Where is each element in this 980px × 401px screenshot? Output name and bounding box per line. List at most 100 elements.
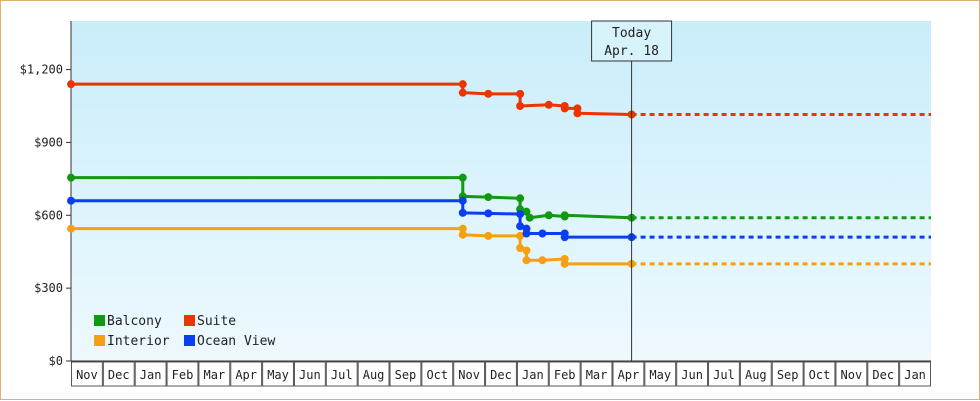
month-box: [676, 361, 709, 387]
y-tick-label: $300: [34, 281, 63, 295]
month-box: [899, 361, 931, 387]
month-box: [835, 361, 868, 387]
legend-swatch: [94, 315, 105, 326]
month-box: [708, 361, 740, 387]
x-tick-label: Dec: [108, 368, 130, 382]
legend-swatch: [184, 335, 195, 346]
data-point: [516, 210, 525, 219]
y-tick-label: $1,200: [20, 63, 63, 77]
x-tick-label: Jul: [713, 368, 735, 382]
today-label-box: [591, 20, 673, 62]
month-box: [612, 361, 645, 387]
month-box: [739, 361, 772, 387]
month-box: [102, 361, 135, 387]
month-box: [421, 361, 454, 387]
series-ocean-view: [67, 196, 931, 242]
x-tick-label: Jun: [681, 368, 703, 382]
data-point: [522, 246, 531, 255]
legend-label: Suite: [197, 314, 236, 329]
plot-area: [71, 21, 931, 361]
legend: Balcony Suite Interior Ocean View: [94, 314, 275, 349]
data-point: [516, 102, 525, 110]
month-box: [262, 361, 294, 387]
x-tick-label: May: [267, 368, 289, 382]
data-point: [484, 89, 493, 98]
data-point: [458, 224, 467, 233]
data-point: [458, 88, 467, 97]
data-point: [544, 100, 553, 109]
legend-label: Balcony: [107, 314, 162, 329]
x-tick-label: Jul: [331, 368, 353, 382]
legend-label: Interior: [107, 334, 170, 349]
x-tick-label: Mar: [586, 368, 608, 382]
data-point: [538, 229, 547, 238]
month-box: [166, 361, 199, 387]
data-point: [522, 256, 531, 265]
month-box: [771, 361, 804, 387]
data-point: [458, 196, 467, 205]
data-point: [538, 256, 547, 265]
x-tick-label: May: [649, 368, 671, 382]
data-point: [484, 193, 493, 202]
x-tick-label: Apr: [235, 368, 257, 382]
series-suite: [67, 80, 931, 119]
data-point: [458, 173, 467, 182]
today-label: Today: [612, 26, 651, 41]
month-box: [71, 361, 103, 387]
today-marker: Today Apr. 18: [591, 20, 673, 361]
x-tick-label: Jun: [299, 368, 321, 382]
month-box: [230, 361, 263, 387]
month-box: [389, 361, 422, 387]
data-point: [516, 222, 525, 231]
data-point: [67, 196, 75, 205]
data-point: [560, 233, 569, 242]
x-tick-label: Aug: [363, 368, 385, 382]
x-tick-label: Dec: [872, 368, 894, 382]
legend-swatch: [184, 315, 195, 326]
x-tick-label: Nov: [841, 368, 863, 382]
legend-swatch: [94, 335, 105, 346]
data-point: [484, 231, 493, 240]
x-tick-label: Apr: [618, 368, 640, 382]
series-balcony: [67, 173, 931, 222]
month-box: [580, 361, 613, 387]
axes: $0 $300 $600 $900 $1,200 Nov Dec Jan Feb Mar Apr Ma…: [20, 21, 931, 387]
month-box: [516, 361, 549, 387]
data-point: [560, 259, 569, 268]
month-box: [325, 361, 358, 387]
today-date-label: Apr. 18: [604, 44, 659, 59]
month-box: [485, 361, 517, 387]
x-tick-label: Dec: [490, 368, 512, 382]
x-tick-label: Feb: [172, 368, 194, 382]
month-box: [548, 361, 581, 387]
data-point: [573, 109, 582, 118]
data-point: [525, 213, 534, 222]
data-point: [516, 244, 525, 253]
x-tick-label: Aug: [745, 368, 767, 382]
data-point: [67, 173, 75, 182]
month-box: [198, 361, 231, 387]
data-point: [67, 224, 75, 233]
data-point: [516, 194, 525, 203]
x-tick-label: Jan: [522, 368, 544, 382]
data-point: [67, 80, 75, 89]
data-point: [522, 207, 531, 216]
data-point: [560, 211, 569, 220]
data-point: [516, 231, 525, 240]
month-box: [357, 361, 390, 387]
data-point: [458, 80, 467, 89]
x-tick-label: Nov: [76, 368, 98, 382]
data-point: [560, 104, 569, 113]
month-box: [803, 361, 836, 387]
data-point: [516, 89, 525, 98]
month-box: [644, 361, 677, 387]
x-tick-label: Mar: [203, 368, 225, 382]
month-box: [134, 361, 167, 387]
data-point: [544, 211, 553, 220]
x-tick-label: Sep: [777, 368, 799, 382]
data-point: [458, 230, 467, 239]
x-tick-label: Sep: [395, 368, 417, 382]
data-point: [458, 208, 467, 217]
